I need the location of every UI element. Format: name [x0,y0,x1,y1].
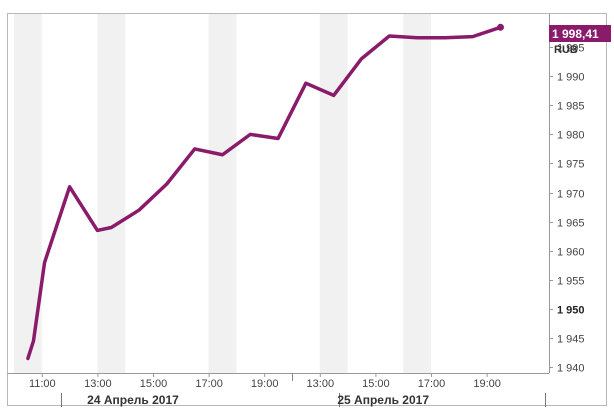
shaded-band [319,14,348,373]
y-tick-label: 1 965 [557,218,585,230]
last-point-marker [497,23,504,31]
chart-border [7,13,607,406]
series-line [26,25,503,361]
x-tick-label: 19:00 [251,378,279,390]
shaded-band [403,14,431,373]
x-tick-label: 15:00 [362,378,390,390]
x-tick-label: 13:00 [84,378,112,390]
x-tick-label: 11:00 [29,378,56,390]
shaded-band [97,14,126,373]
currency-label: RUB [554,44,578,56]
x-axis: 11:00 13:00 15:00 17:00 19:00 13:00 15:00 17:00… [29,373,546,407]
x-tick-label: 13:00 [307,378,335,390]
y-tick-label: 1 960 [557,247,585,259]
y-tick-label: 1 950 [557,305,585,317]
y-tick-label: 1 985 [557,101,585,113]
shaded-band [208,14,237,373]
day-label: 25 Апрель 2017 [337,393,429,407]
x-tick-label: 17:00 [195,378,223,390]
y-tick-label: 1 955 [557,276,585,288]
x-tick-label: 19:00 [473,378,501,390]
day-label: 24 Апрель 2017 [87,393,179,407]
y-axis: 1 940 1 945 1 950 1 955 1 960 1 965 1 970 1 975… [549,43,585,375]
y-tick-label: 1 980 [557,130,585,142]
series-layer [26,23,504,361]
shaded-bands [7,14,550,374]
y-tick-label: 1 945 [557,334,585,346]
last-price-label: 1 998,41 [552,27,599,41]
price-label-layer: 1 998,41 RUB [549,25,611,56]
last-price-badge [549,25,611,42]
y-tick-label: 1 990 [557,72,585,84]
x-tick-label: 15:00 [140,378,168,390]
y-tick-label: 1 975 [557,159,585,171]
y-tick-label: 1 940 [557,363,585,375]
y-tick-label: 1 995 [557,43,585,55]
y-tick-label: 1 970 [557,189,585,201]
x-tick-label: 17:00 [418,378,446,390]
